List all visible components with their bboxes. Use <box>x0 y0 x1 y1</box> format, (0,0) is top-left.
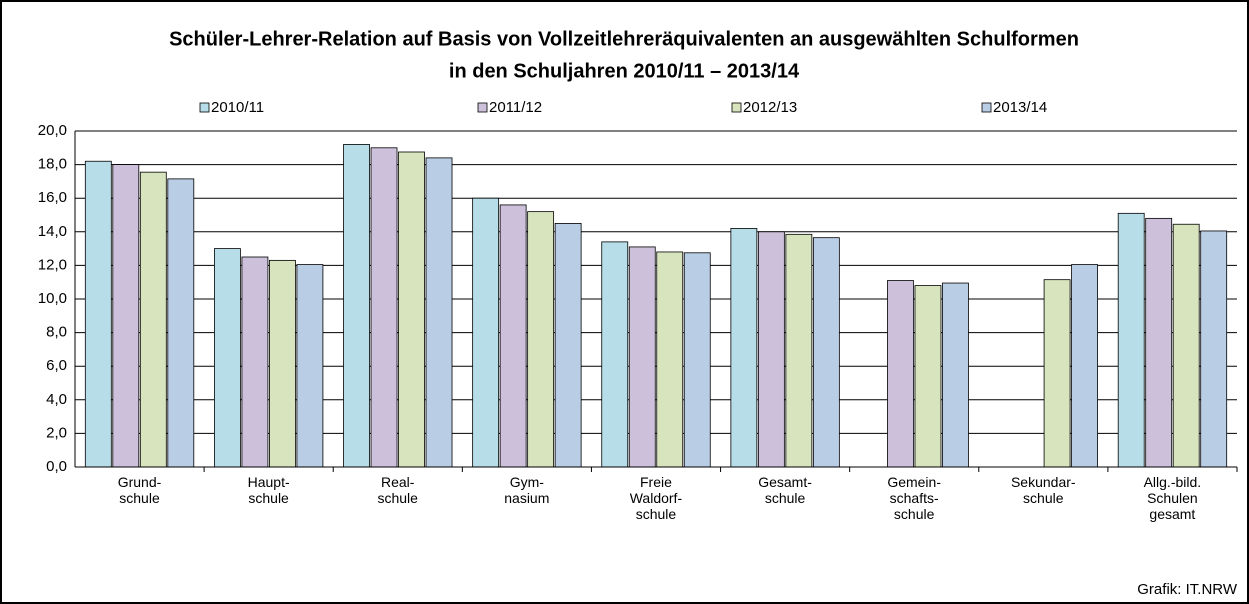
chart-title: Schüler-Lehrer-Relation auf Basis von Vo… <box>169 28 1079 50</box>
bar <box>343 144 370 468</box>
bar <box>167 178 195 468</box>
bar <box>296 264 324 468</box>
bar <box>112 164 140 468</box>
legend-swatch <box>199 102 210 113</box>
y-tick-label: 0,0 <box>46 458 67 475</box>
bar <box>812 237 840 468</box>
bar <box>554 222 582 468</box>
bar <box>472 197 500 468</box>
legend-label: 2013/14 <box>993 99 1047 116</box>
bar <box>1200 230 1228 468</box>
bar <box>398 151 425 468</box>
bar <box>1145 217 1173 468</box>
x-tick-label: Haupt- schule <box>247 474 290 506</box>
bar <box>757 231 785 468</box>
legend-swatch <box>731 102 742 113</box>
bar <box>656 251 684 468</box>
y-tick-label: 6,0 <box>46 357 67 374</box>
y-tick-label: 16,0 <box>38 189 67 206</box>
chart-title: in den Schuljahren 2010/11 – 2013/14 <box>449 60 800 82</box>
legend-label: 2011/12 <box>489 99 542 116</box>
legend-label: 2012/13 <box>743 99 797 116</box>
bar <box>730 228 758 468</box>
bar <box>785 233 813 468</box>
bar <box>1071 264 1098 468</box>
y-tick-label: 12,0 <box>38 256 67 273</box>
bar <box>499 204 527 468</box>
y-tick-label: 20,0 <box>38 122 67 139</box>
bar <box>214 248 241 468</box>
y-tick-label: 14,0 <box>38 223 67 240</box>
bar <box>269 259 296 468</box>
bar <box>241 256 269 468</box>
y-tick-label: 4,0 <box>46 391 67 408</box>
bar <box>370 147 398 468</box>
bar <box>527 211 555 468</box>
x-tick-label: Freie Waldorf- schule <box>629 474 683 522</box>
bar <box>601 241 629 468</box>
y-tick-label: 8,0 <box>46 324 67 341</box>
bar <box>425 157 453 468</box>
bar <box>1172 223 1200 468</box>
x-tick-label: Grund- schule <box>117 474 162 506</box>
bar <box>942 282 969 468</box>
bar <box>887 280 914 468</box>
y-tick-label: 10,0 <box>38 290 67 307</box>
x-tick-label: Sekundar- schule <box>1010 474 1076 506</box>
bar <box>1043 279 1071 468</box>
bar <box>914 285 942 468</box>
x-tick-label: Real- schule <box>377 474 418 506</box>
bar <box>84 160 112 468</box>
source: Grafik: IT.NRW <box>1137 581 1238 598</box>
y-tick-label: 18,0 <box>38 156 67 173</box>
bar <box>1117 212 1145 468</box>
bar <box>139 171 167 468</box>
bar <box>628 246 656 468</box>
legend-swatch <box>477 102 488 113</box>
bar <box>683 252 711 468</box>
y-tick-label: 2,0 <box>46 424 67 441</box>
x-tick-label: Allg.-bild. Schulen gesamt <box>1143 474 1202 522</box>
x-tick-label: Gemein- schafts- schule <box>887 474 941 522</box>
x-tick-label: Gym- nasium <box>504 474 550 506</box>
legend-swatch <box>981 102 992 113</box>
x-tick-label: Gesamt- schule <box>758 474 812 506</box>
legend-label: 2010/11 <box>211 99 264 116</box>
